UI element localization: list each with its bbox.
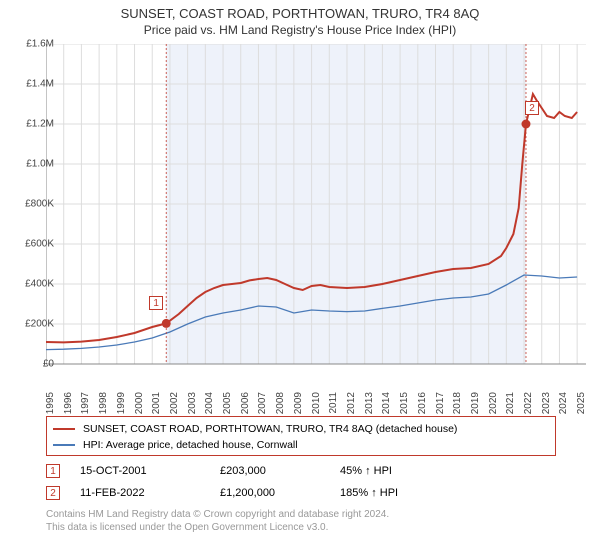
x-tick-label: 2024 xyxy=(558,392,569,414)
x-tick-label: 1995 xyxy=(45,392,56,414)
x-tick-label: 2005 xyxy=(222,392,233,414)
x-tick-label: 2021 xyxy=(505,392,516,414)
y-tick-label: £1.2M xyxy=(14,119,54,130)
x-tick-label: 2007 xyxy=(257,392,268,414)
y-tick-label: £600K xyxy=(14,239,54,250)
x-tick-label: 2017 xyxy=(435,392,446,414)
sale-delta: 185% ↑ HPI xyxy=(340,487,460,499)
x-tick-label: 2009 xyxy=(293,392,304,414)
x-tick-label: 2004 xyxy=(204,392,215,414)
x-tick-label: 2013 xyxy=(364,392,375,414)
x-tick-label: 2022 xyxy=(523,392,534,414)
y-tick-label: £1.6M xyxy=(14,39,54,50)
sale-price: £203,000 xyxy=(220,465,340,477)
legend-label-property: SUNSET, COAST ROAD, PORTHTOWAN, TRURO, T… xyxy=(83,423,457,435)
x-tick-label: 2014 xyxy=(381,392,392,414)
sale-callout: 2 xyxy=(525,101,539,115)
x-tick-label: 2012 xyxy=(346,392,357,414)
x-tick-label: 2011 xyxy=(328,392,339,414)
x-tick-label: 2019 xyxy=(470,392,481,414)
x-tick-label: 2025 xyxy=(576,392,587,414)
x-tick-label: 2003 xyxy=(187,392,198,414)
legend-item-property: SUNSET, COAST ROAD, PORTHTOWAN, TRURO, T… xyxy=(53,421,549,437)
x-tick-label: 2020 xyxy=(488,392,499,414)
x-tick-label: 2008 xyxy=(275,392,286,414)
y-tick-label: £1.0M xyxy=(14,159,54,170)
x-tick-label: 1997 xyxy=(80,392,91,414)
y-tick-label: £400K xyxy=(14,279,54,290)
legend-swatch-hpi xyxy=(53,444,75,446)
x-tick-label: 1996 xyxy=(63,392,74,414)
x-tick-label: 1998 xyxy=(98,392,109,414)
chart-subtitle: Price paid vs. HM Land Registry's House … xyxy=(0,21,600,37)
sales-row: 2 11-FEB-2022 £1,200,000 185% ↑ HPI xyxy=(46,482,556,504)
sale-price: £1,200,000 xyxy=(220,487,340,499)
y-tick-label: £800K xyxy=(14,199,54,210)
sale-callout: 1 xyxy=(149,296,163,310)
x-tick-label: 2001 xyxy=(151,392,162,414)
chart-area xyxy=(46,44,586,390)
x-tick-label: 2018 xyxy=(452,392,463,414)
page-container: SUNSET, COAST ROAD, PORTHTOWAN, TRURO, T… xyxy=(0,0,600,560)
sale-date: 15-OCT-2001 xyxy=(80,465,220,477)
line-chart-svg xyxy=(46,44,586,390)
sales-table: 1 15-OCT-2001 £203,000 45% ↑ HPI 2 11-FE… xyxy=(46,460,556,504)
x-tick-label: 2015 xyxy=(399,392,410,414)
y-tick-label: £1.4M xyxy=(14,79,54,90)
x-tick-label: 1999 xyxy=(116,392,127,414)
sale-marker-2: 2 xyxy=(46,486,60,500)
legend-label-hpi: HPI: Average price, detached house, Corn… xyxy=(83,439,298,451)
footer-attribution: Contains HM Land Registry data © Crown c… xyxy=(46,508,389,534)
sale-date: 11-FEB-2022 xyxy=(80,487,220,499)
x-tick-label: 2016 xyxy=(417,392,428,414)
sale-marker-1: 1 xyxy=(46,464,60,478)
x-tick-label: 2006 xyxy=(240,392,251,414)
legend-item-hpi: HPI: Average price, detached house, Corn… xyxy=(53,437,549,453)
sales-row: 1 15-OCT-2001 £203,000 45% ↑ HPI xyxy=(46,460,556,482)
x-tick-label: 2010 xyxy=(311,392,322,414)
x-tick-label: 2002 xyxy=(169,392,180,414)
sale-delta: 45% ↑ HPI xyxy=(340,465,460,477)
legend-box: SUNSET, COAST ROAD, PORTHTOWAN, TRURO, T… xyxy=(46,416,556,456)
x-tick-label: 2000 xyxy=(134,392,145,414)
chart-title-address: SUNSET, COAST ROAD, PORTHTOWAN, TRURO, T… xyxy=(0,0,600,21)
y-tick-label: £0 xyxy=(14,359,54,370)
y-tick-label: £200K xyxy=(14,319,54,330)
x-tick-label: 2023 xyxy=(541,392,552,414)
footer-line-2: This data is licensed under the Open Gov… xyxy=(46,521,389,534)
legend-swatch-property xyxy=(53,428,75,430)
footer-line-1: Contains HM Land Registry data © Crown c… xyxy=(46,508,389,521)
